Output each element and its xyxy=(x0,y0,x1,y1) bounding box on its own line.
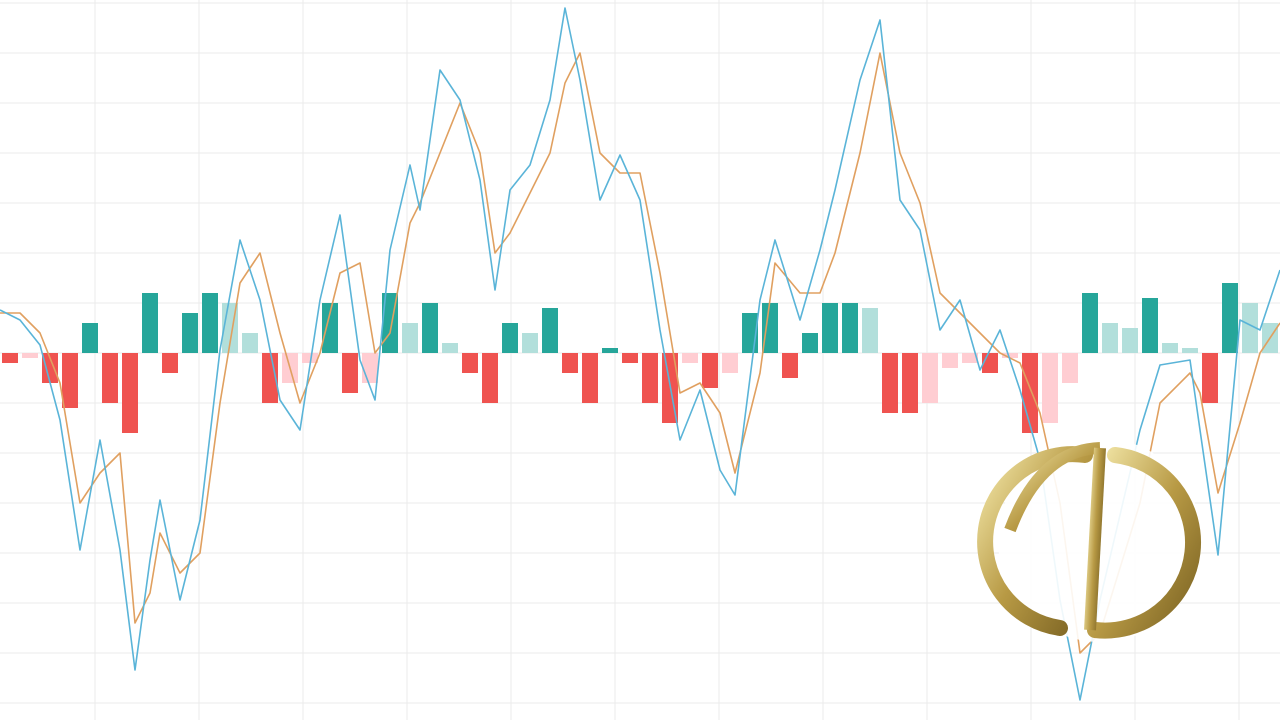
histogram-bar xyxy=(142,293,158,353)
histogram-bar xyxy=(562,353,578,373)
histogram-bar xyxy=(902,353,918,413)
histogram-bar xyxy=(602,348,618,353)
histogram-bar xyxy=(962,353,978,363)
histogram-bar xyxy=(822,303,838,353)
histogram-bar xyxy=(682,353,698,363)
histogram-bar xyxy=(102,353,118,403)
histogram-bar xyxy=(182,313,198,353)
histogram-bar xyxy=(642,353,658,403)
histogram-bar xyxy=(482,353,498,403)
histogram-bar xyxy=(42,353,58,383)
histogram-bar xyxy=(62,353,78,408)
histogram-bar xyxy=(1122,328,1138,353)
histogram-bar xyxy=(162,353,178,373)
histogram-bar xyxy=(1022,353,1038,433)
histogram-bar xyxy=(442,343,458,353)
histogram-bar xyxy=(242,333,258,353)
histogram-bar xyxy=(1222,283,1238,353)
histogram-bar xyxy=(802,333,818,353)
histogram-bar xyxy=(982,353,998,373)
histogram-bar xyxy=(122,353,138,433)
histogram-bar xyxy=(202,293,218,353)
histogram-bar xyxy=(22,353,38,358)
histogram-bar xyxy=(1142,298,1158,353)
histogram-bar xyxy=(882,353,898,413)
histogram-bar xyxy=(342,353,358,393)
histogram-bar xyxy=(922,353,938,403)
histogram-bar xyxy=(1242,303,1258,353)
histogram-bar xyxy=(762,303,778,353)
histogram-bar xyxy=(582,353,598,403)
histogram-bar xyxy=(722,353,738,373)
histogram-bar xyxy=(1162,343,1178,353)
histogram-bar xyxy=(1042,353,1058,423)
histogram-bar xyxy=(702,353,718,388)
histogram-bar xyxy=(862,308,878,353)
logo xyxy=(977,438,1202,642)
histogram-bar xyxy=(622,353,638,363)
histogram-bar xyxy=(502,323,518,353)
histogram-bar xyxy=(262,353,278,403)
histogram-bar xyxy=(82,323,98,353)
histogram-bar xyxy=(1062,353,1078,383)
line xyxy=(0,52,1280,654)
histogram-bar xyxy=(542,308,558,353)
plot xyxy=(0,7,1280,701)
histogram-bar xyxy=(522,333,538,353)
histogram-bar xyxy=(2,353,18,363)
histogram-bar xyxy=(1102,323,1118,353)
histogram-bar xyxy=(942,353,958,368)
histogram-bar xyxy=(842,303,858,353)
histogram-bar xyxy=(1202,353,1218,403)
histogram-bar xyxy=(782,353,798,378)
histogram-bar xyxy=(362,353,378,383)
histogram-bar xyxy=(1082,293,1098,353)
histogram-bar xyxy=(1182,348,1198,353)
histogram-bar xyxy=(302,353,318,363)
histogram-bar xyxy=(462,353,478,373)
histogram-bar xyxy=(1002,353,1018,358)
histogram-bar xyxy=(322,303,338,353)
histogram-bar xyxy=(402,323,418,353)
histogram-bar xyxy=(422,303,438,353)
